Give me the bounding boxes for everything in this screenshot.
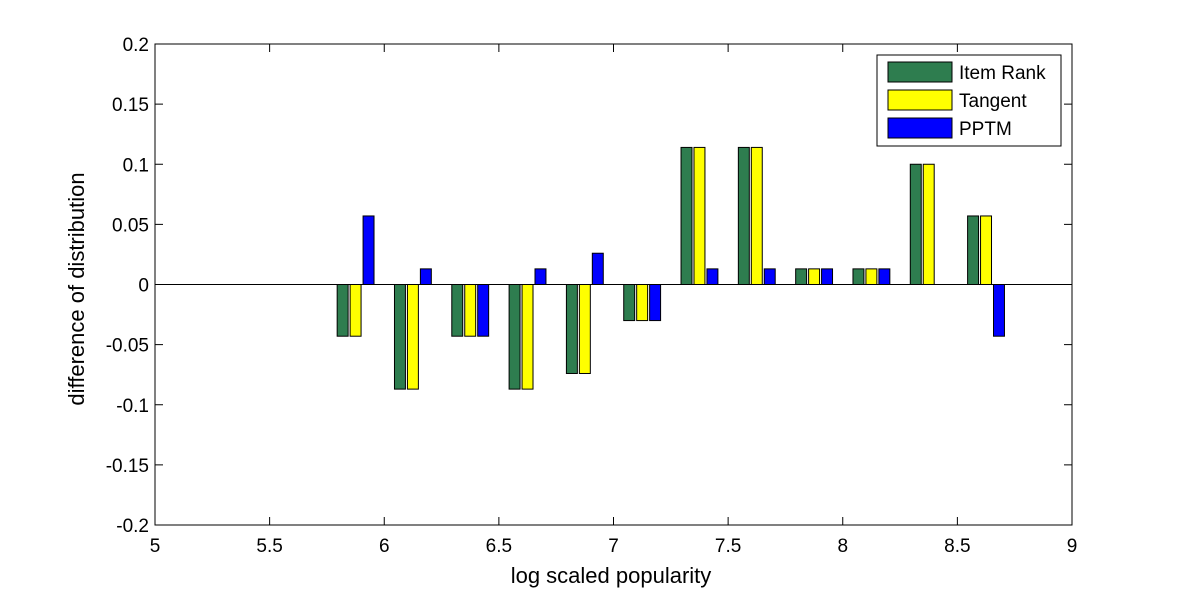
bar-pptm-2	[477, 284, 490, 337]
legend-swatch-tangent	[887, 89, 953, 111]
bar-tangent-10	[922, 163, 935, 285]
y-tick-label: 0.1	[123, 155, 149, 176]
y-tick-label: 0.05	[112, 215, 149, 236]
legend-label: PPTM	[959, 119, 1012, 140]
bar-tangent-6	[693, 146, 706, 285]
bar-pptm-11	[993, 284, 1005, 337]
bar-tangent-2	[464, 284, 477, 337]
bar-pptm-3	[534, 268, 547, 285]
bar-tangent-4	[578, 284, 591, 374]
bar-item-rank-11	[967, 215, 980, 286]
bar-pptm-5	[649, 284, 662, 322]
y-tick-label: 0	[138, 276, 149, 297]
y-axis: -0.2 -0.15 -0.1 -0.05 0 0.05 0.1 0.15 0.2	[106, 35, 1072, 537]
y-tick-label: 0.2	[123, 35, 149, 56]
bar-pptm-9	[878, 268, 891, 285]
legend: Item Rank Tangent PPTM	[876, 54, 1062, 147]
x-tick-label: 8.5	[944, 536, 970, 557]
bar-tangent-7	[750, 146, 763, 285]
bar-item-rank-8	[795, 268, 808, 285]
x-tick-label: 5	[150, 536, 161, 557]
y-tick-label: -0.2	[116, 516, 149, 537]
bar-tangent-3	[521, 284, 534, 390]
y-tick-label: -0.05	[106, 336, 149, 357]
x-tick-label: 6	[379, 536, 390, 557]
x-axis-label: log scaled popularity	[511, 563, 712, 588]
bar-tangent-8	[808, 268, 821, 285]
bar-item-rank-6	[680, 146, 693, 285]
bar-item-rank-0	[336, 284, 349, 337]
legend-label: Item Rank	[959, 63, 1046, 84]
x-tick-label: 9	[1067, 536, 1078, 557]
bar-tangent-9	[865, 268, 878, 285]
bar-pptm-1	[419, 268, 432, 285]
x-tick-label: 8	[837, 536, 848, 557]
bar-item-rank-1	[393, 284, 406, 390]
bar-tangent-0	[349, 284, 362, 337]
bar-tangent-11	[980, 215, 993, 286]
legend-label: Tangent	[959, 91, 1027, 112]
x-axis: 5 5.5 6 6.5 7 7.5 8 8.5 9	[150, 44, 1078, 557]
bar-pptm-0	[362, 215, 375, 286]
bar-pptm-4	[591, 252, 604, 285]
legend-swatch-item-rank	[887, 61, 953, 83]
y-tick-label: -0.1	[116, 396, 149, 417]
bar-item-rank-7	[737, 146, 750, 285]
y-tick-label: -0.15	[106, 456, 149, 477]
x-tick-label: 7	[608, 536, 619, 557]
bar-pptm-7	[763, 268, 776, 285]
x-tick-label: 5.5	[256, 536, 282, 557]
bar-item-rank-9	[852, 268, 865, 285]
bar-item-rank-10	[909, 163, 922, 285]
legend-swatch-pptm	[887, 117, 953, 139]
x-tick-label: 7.5	[715, 536, 741, 557]
bar-item-rank-2	[451, 284, 464, 337]
bar-pptm-8	[821, 268, 834, 285]
y-tick-label: 0.15	[112, 95, 149, 116]
bar-tangent-5	[636, 284, 649, 322]
x-tick-label: 6.5	[486, 536, 512, 557]
bar-tangent-1	[406, 284, 419, 390]
bar-item-rank-4	[565, 284, 578, 374]
bar-item-rank-3	[508, 284, 521, 390]
bar-item-rank-5	[623, 284, 636, 322]
y-axis-label: difference of distribution	[64, 172, 89, 405]
bar-pptm-6	[706, 268, 719, 285]
